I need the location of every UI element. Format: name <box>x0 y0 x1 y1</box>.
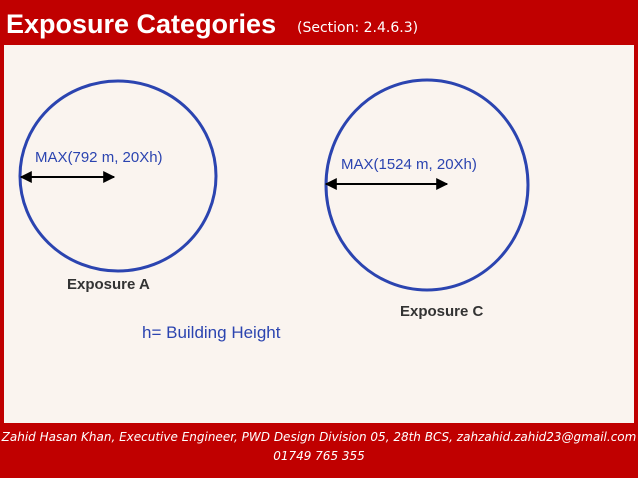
content: MAX(792 m, 20Xh) Exposure A MAX(1524 m, … <box>4 45 634 423</box>
label-c: Exposure C <box>400 303 484 320</box>
diagram: MAX(792 m, 20Xh) Exposure A MAX(1524 m, … <box>18 78 530 342</box>
radius-label-a: MAX(792 m, 20Xh) <box>35 149 163 166</box>
note: h= Building Height <box>142 323 281 342</box>
section: (Section: 2.4.6.3) <box>297 20 419 36</box>
title: Exposure Categories <box>6 9 277 39</box>
label-a: Exposure A <box>67 276 150 293</box>
footer-line: 01749 765 355 <box>273 449 365 463</box>
radius-label-c: MAX(1524 m, 20Xh) <box>341 156 477 173</box>
footer-line: Zahid Hasan Khan, Executive Engineer, PW… <box>1 430 637 444</box>
